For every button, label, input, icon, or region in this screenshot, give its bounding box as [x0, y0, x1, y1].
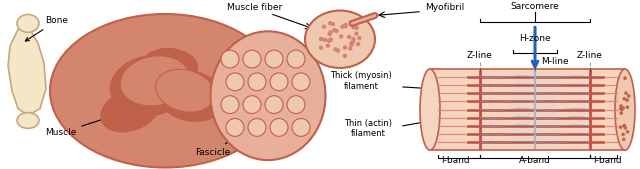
- Ellipse shape: [270, 118, 288, 136]
- Polygon shape: [8, 29, 46, 116]
- Ellipse shape: [17, 113, 39, 128]
- Circle shape: [347, 35, 351, 39]
- Ellipse shape: [120, 56, 189, 106]
- Circle shape: [356, 42, 360, 46]
- Circle shape: [348, 46, 353, 51]
- Circle shape: [627, 94, 630, 98]
- Ellipse shape: [243, 50, 261, 68]
- Circle shape: [323, 38, 327, 42]
- Circle shape: [319, 45, 323, 50]
- Text: Z-line: Z-line: [467, 51, 493, 60]
- Ellipse shape: [50, 14, 280, 167]
- Ellipse shape: [226, 73, 244, 91]
- Bar: [513, 71, 557, 148]
- Circle shape: [625, 98, 629, 102]
- Circle shape: [619, 107, 623, 111]
- Circle shape: [621, 106, 625, 110]
- Ellipse shape: [248, 73, 266, 91]
- Ellipse shape: [156, 69, 214, 112]
- Text: M-line: M-line: [541, 57, 568, 66]
- Circle shape: [328, 21, 332, 26]
- Circle shape: [322, 25, 326, 29]
- Circle shape: [622, 138, 625, 141]
- Circle shape: [622, 124, 626, 128]
- Circle shape: [340, 25, 344, 29]
- Circle shape: [328, 32, 332, 36]
- Circle shape: [624, 91, 628, 95]
- Circle shape: [349, 43, 354, 47]
- Circle shape: [626, 130, 629, 134]
- Circle shape: [332, 28, 337, 32]
- Circle shape: [351, 25, 356, 29]
- Ellipse shape: [101, 89, 159, 132]
- Circle shape: [625, 105, 629, 109]
- Circle shape: [342, 54, 347, 58]
- Text: Bone: Bone: [26, 16, 68, 41]
- Circle shape: [326, 43, 330, 48]
- Ellipse shape: [270, 73, 288, 91]
- Ellipse shape: [226, 118, 244, 136]
- Ellipse shape: [243, 96, 261, 114]
- Circle shape: [623, 124, 626, 127]
- Circle shape: [319, 37, 323, 41]
- Text: Muscle: Muscle: [45, 111, 126, 137]
- Ellipse shape: [292, 118, 310, 136]
- Circle shape: [354, 31, 358, 36]
- Text: H-zone: H-zone: [519, 34, 551, 43]
- Ellipse shape: [156, 70, 225, 121]
- Text: I-band: I-band: [593, 156, 621, 165]
- Text: Fascicle: Fascicle: [195, 133, 242, 157]
- Circle shape: [328, 30, 333, 34]
- Ellipse shape: [305, 10, 375, 68]
- Circle shape: [357, 36, 362, 40]
- Circle shape: [349, 41, 354, 45]
- Ellipse shape: [287, 96, 305, 114]
- Circle shape: [334, 29, 339, 33]
- Text: Thin (actin)
filament: Thin (actin) filament: [344, 119, 392, 138]
- Ellipse shape: [143, 49, 197, 83]
- Text: Myofibril: Myofibril: [425, 3, 464, 11]
- Text: A-band: A-band: [519, 156, 551, 165]
- Text: Sarcomere: Sarcomere: [511, 2, 559, 10]
- Circle shape: [331, 22, 335, 26]
- Ellipse shape: [265, 96, 283, 114]
- Ellipse shape: [265, 50, 283, 68]
- Circle shape: [327, 39, 332, 43]
- Circle shape: [621, 132, 625, 136]
- Ellipse shape: [221, 96, 239, 114]
- Circle shape: [343, 24, 348, 28]
- Circle shape: [620, 108, 623, 111]
- Circle shape: [328, 38, 332, 42]
- Bar: [430, 69, 625, 150]
- Ellipse shape: [420, 69, 440, 150]
- Ellipse shape: [287, 50, 305, 68]
- Ellipse shape: [17, 15, 39, 32]
- Text: I-band: I-band: [441, 156, 469, 165]
- Circle shape: [623, 76, 627, 80]
- Circle shape: [351, 37, 356, 41]
- Circle shape: [335, 48, 340, 53]
- Ellipse shape: [615, 69, 635, 150]
- Ellipse shape: [248, 118, 266, 136]
- Ellipse shape: [211, 31, 326, 160]
- Text: Thick (myosin)
filament: Thick (myosin) filament: [330, 71, 392, 91]
- Text: Muscle fiber: Muscle fiber: [227, 3, 283, 11]
- Circle shape: [328, 38, 333, 42]
- Circle shape: [619, 104, 623, 108]
- Circle shape: [339, 34, 343, 39]
- Circle shape: [623, 126, 627, 130]
- Ellipse shape: [110, 56, 189, 116]
- Text: Z-line: Z-line: [577, 51, 603, 60]
- Circle shape: [333, 47, 338, 52]
- Ellipse shape: [221, 50, 239, 68]
- Circle shape: [620, 111, 623, 115]
- Circle shape: [328, 37, 333, 42]
- Circle shape: [351, 40, 355, 44]
- Circle shape: [355, 26, 359, 30]
- Ellipse shape: [292, 73, 310, 91]
- Circle shape: [343, 45, 348, 50]
- Circle shape: [619, 125, 622, 129]
- Circle shape: [623, 97, 626, 101]
- Circle shape: [344, 23, 348, 27]
